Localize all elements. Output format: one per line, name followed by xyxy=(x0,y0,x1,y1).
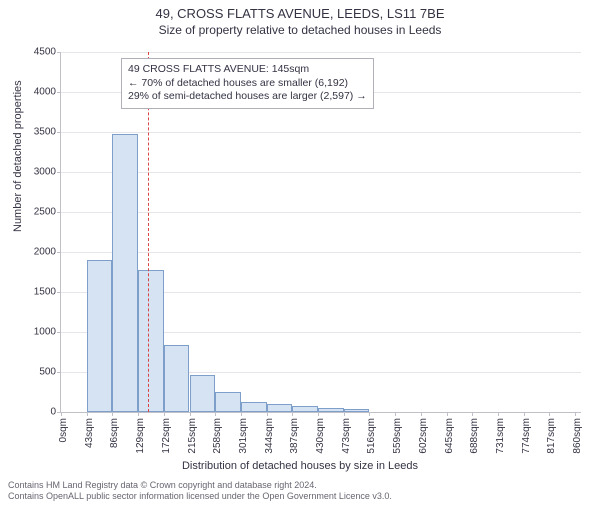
y-tick-label: 500 xyxy=(26,367,56,378)
y-tick-label: 2000 xyxy=(26,247,56,258)
x-tickmark xyxy=(524,412,525,416)
x-tickmark xyxy=(472,412,473,416)
x-tick-label: 731sqm xyxy=(495,418,506,454)
x-tick-label: 301sqm xyxy=(238,418,249,454)
x-tickmark xyxy=(318,412,319,416)
x-tick-label: 645sqm xyxy=(444,418,455,454)
x-tick-label: 172sqm xyxy=(161,418,172,454)
y-tickmark xyxy=(57,292,61,293)
footer-line2: Contains OpenALL public sector informati… xyxy=(8,491,392,502)
x-tick-label: 559sqm xyxy=(392,418,403,454)
x-tick-label: 516sqm xyxy=(366,418,377,454)
histogram-bar xyxy=(215,392,241,412)
x-tickmark xyxy=(241,412,242,416)
gridline xyxy=(61,252,581,253)
x-axis-label: Distribution of detached houses by size … xyxy=(0,460,600,472)
gridline xyxy=(61,52,581,53)
histogram-bar xyxy=(138,270,164,412)
footer-attribution: Contains HM Land Registry data © Crown c… xyxy=(8,480,392,502)
y-tick-label: 3000 xyxy=(26,167,56,178)
histogram-bar xyxy=(241,402,267,412)
page-title-line2: Size of property relative to detached ho… xyxy=(0,23,600,37)
y-tickmark xyxy=(57,372,61,373)
x-tickmark xyxy=(164,412,165,416)
x-tick-label: 43sqm xyxy=(84,418,95,448)
y-tick-label: 2500 xyxy=(26,207,56,218)
histogram-bar xyxy=(164,345,190,412)
x-tick-label: 387sqm xyxy=(289,418,300,454)
x-tick-label: 86sqm xyxy=(109,418,120,448)
footer-line1: Contains HM Land Registry data © Crown c… xyxy=(8,480,392,491)
histogram-chart: 05001000150020002500300035004000450049 C… xyxy=(60,52,580,412)
x-tick-label: 860sqm xyxy=(572,418,583,454)
histogram-bar xyxy=(87,260,113,412)
histogram-bar xyxy=(318,408,344,412)
y-tickmark xyxy=(57,212,61,213)
annotation-line: 49 CROSS FLATTS AVENUE: 145sqm xyxy=(128,63,367,77)
gridline xyxy=(61,212,581,213)
histogram-bar xyxy=(267,404,293,412)
x-tick-label: 215sqm xyxy=(187,418,198,454)
x-tickmark xyxy=(215,412,216,416)
y-tick-label: 4500 xyxy=(26,47,56,58)
x-tickmark xyxy=(344,412,345,416)
x-tickmark xyxy=(190,412,191,416)
y-tick-label: 3500 xyxy=(26,127,56,138)
histogram-bar xyxy=(112,134,138,412)
x-tickmark xyxy=(61,412,62,416)
x-tickmark xyxy=(138,412,139,416)
x-tickmark xyxy=(549,412,550,416)
x-tick-label: 0sqm xyxy=(58,418,69,442)
x-tick-label: 258sqm xyxy=(212,418,223,454)
histogram-bar xyxy=(344,409,370,412)
x-tickmark xyxy=(395,412,396,416)
x-tick-label: 688sqm xyxy=(469,418,480,454)
x-tick-label: 430sqm xyxy=(315,418,326,454)
x-tick-label: 817sqm xyxy=(546,418,557,454)
x-tick-label: 774sqm xyxy=(521,418,532,454)
y-tickmark xyxy=(57,52,61,53)
x-tickmark xyxy=(369,412,370,416)
x-tickmark xyxy=(87,412,88,416)
x-tickmark xyxy=(498,412,499,416)
plot-region: 05001000150020002500300035004000450049 C… xyxy=(60,52,581,413)
gridline xyxy=(61,132,581,133)
x-tickmark xyxy=(421,412,422,416)
y-tick-label: 1500 xyxy=(26,287,56,298)
y-tickmark xyxy=(57,332,61,333)
x-tickmark xyxy=(112,412,113,416)
x-tick-label: 473sqm xyxy=(341,418,352,454)
y-tickmark xyxy=(57,252,61,253)
y-tickmark xyxy=(57,172,61,173)
y-tick-label: 0 xyxy=(26,407,56,418)
histogram-bar xyxy=(292,406,318,412)
y-tickmark xyxy=(57,92,61,93)
x-tick-label: 344sqm xyxy=(264,418,275,454)
x-tickmark xyxy=(575,412,576,416)
x-tickmark xyxy=(292,412,293,416)
y-tick-label: 4000 xyxy=(26,87,56,98)
x-tickmark xyxy=(447,412,448,416)
gridline xyxy=(61,172,581,173)
annotation-line: 29% of semi-detached houses are larger (… xyxy=(128,90,367,104)
x-tick-label: 129sqm xyxy=(135,418,146,454)
annotation-line: ← 70% of detached houses are smaller (6,… xyxy=(128,77,367,91)
histogram-bar xyxy=(190,375,216,412)
x-tick-label: 602sqm xyxy=(418,418,429,454)
x-tickmark xyxy=(267,412,268,416)
y-tick-label: 1000 xyxy=(26,327,56,338)
page-title-line1: 49, CROSS FLATTS AVENUE, LEEDS, LS11 7BE xyxy=(0,6,600,21)
y-axis-label: Number of detached properties xyxy=(12,80,24,232)
annotation-box: 49 CROSS FLATTS AVENUE: 145sqm← 70% of d… xyxy=(121,58,374,109)
y-tickmark xyxy=(57,132,61,133)
